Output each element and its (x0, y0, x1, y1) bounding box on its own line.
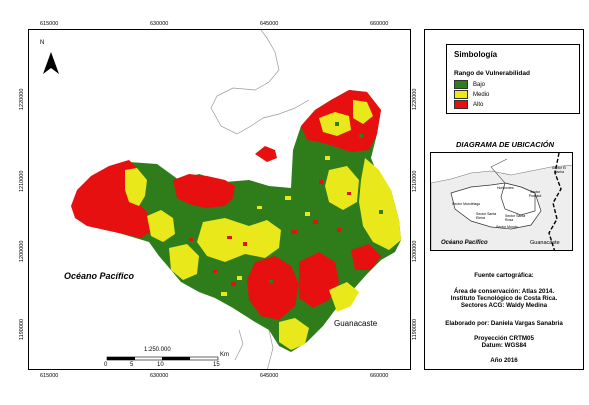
inset-label-horizontes: Horizontes (497, 186, 514, 190)
legend-box (446, 44, 580, 114)
inset-title: DIAGRAMA DE UBICACIÓN (455, 140, 555, 149)
x-tick-top: 660000 (370, 21, 389, 27)
y-tick-right: 1190000 (412, 318, 418, 340)
inset-graphic (431, 153, 572, 250)
north-arrow-icon (43, 52, 59, 74)
vulnerability-map-graphic (43, 30, 401, 369)
scale-unit: Km (220, 352, 229, 358)
legend-label: Alto (473, 101, 484, 108)
legend-label: Bajo (473, 81, 486, 88)
legend-item-medio: Medio (454, 90, 489, 99)
credits-projection: Proyección CRTM05 (474, 335, 534, 342)
legend-item-alto: Alto (454, 100, 483, 109)
y-tick-right: 1220000 (412, 88, 418, 110)
inset-ocean-label: Océano Pacífico (441, 240, 488, 246)
ocean-label: Océano Pacífico (64, 271, 135, 281)
credits-source-line: Instituto Tecnológico de Costa Rica. (450, 295, 558, 302)
legend-item-bajo: Bajo (454, 80, 485, 89)
credits-author: Elaborado por: Daniela Vargas Sanabria (445, 320, 563, 327)
swatch-bajo (454, 80, 468, 89)
x-tick-bottom: 660000 (370, 373, 389, 379)
scale-tick-0: 0 (104, 362, 108, 368)
north-label: N (40, 40, 45, 46)
swatch-alto (454, 100, 468, 109)
x-tick-bottom: 630000 (150, 373, 169, 379)
credits-datum: Datum: WGS84 (481, 342, 527, 349)
location-inset-map (430, 152, 573, 251)
legend-title: Simbología (454, 50, 498, 59)
inset-label-pocosol: Sector Pocosol (528, 190, 542, 198)
credits-source-line: Área de conservación: Atlas 2014. (453, 288, 555, 295)
inset-label-mundo: Sector Mundo (496, 225, 518, 229)
scale-tick-5: 5 (130, 362, 134, 368)
legend-subtitle: Rango de Vulnerabilidad (454, 70, 530, 77)
x-tick-bottom: 645000 (260, 373, 279, 379)
swatch-medio (454, 90, 468, 99)
credits-source-title: Fuente cartográfica: (474, 272, 534, 279)
x-tick-top: 645000 (260, 21, 279, 27)
region-label: Guanacaste (334, 319, 378, 328)
y-tick-left: 1220000 (19, 88, 25, 110)
scale-ratio: 1:250.000 (144, 347, 171, 353)
inset-region-label: Guanacaste (530, 240, 560, 246)
scale-tick-10: 10 (157, 362, 164, 368)
y-tick-left: 1190000 (19, 318, 25, 340)
legend-label: Medio (473, 91, 490, 98)
x-tick-bottom: 615000 (40, 373, 59, 379)
x-tick-top: 615000 (40, 21, 59, 27)
scale-bar (106, 356, 219, 361)
boundary-lines (210, 30, 310, 369)
scale-tick-15: 15 (213, 362, 220, 368)
y-tick-left: 1210000 (19, 170, 25, 192)
y-tick-left: 1200000 (19, 240, 25, 262)
y-tick-right: 1200000 (412, 240, 418, 262)
inset-label-hacha: Sector El Hacha (551, 166, 567, 174)
y-tick-right: 1210000 (412, 170, 418, 192)
x-tick-top: 630000 (150, 21, 169, 27)
inset-label-santa-elena: Sector Santa Elena (476, 212, 497, 220)
inset-label-santa-rosa: Sector Santa Rosa (505, 214, 526, 222)
credits-source-line: Sectores ACG: Waldy Medina (460, 302, 548, 309)
credits-year: Año 2016 (490, 357, 518, 364)
inset-label-murcielago: Sector Murciélago (452, 202, 481, 206)
main-map (28, 29, 411, 370)
